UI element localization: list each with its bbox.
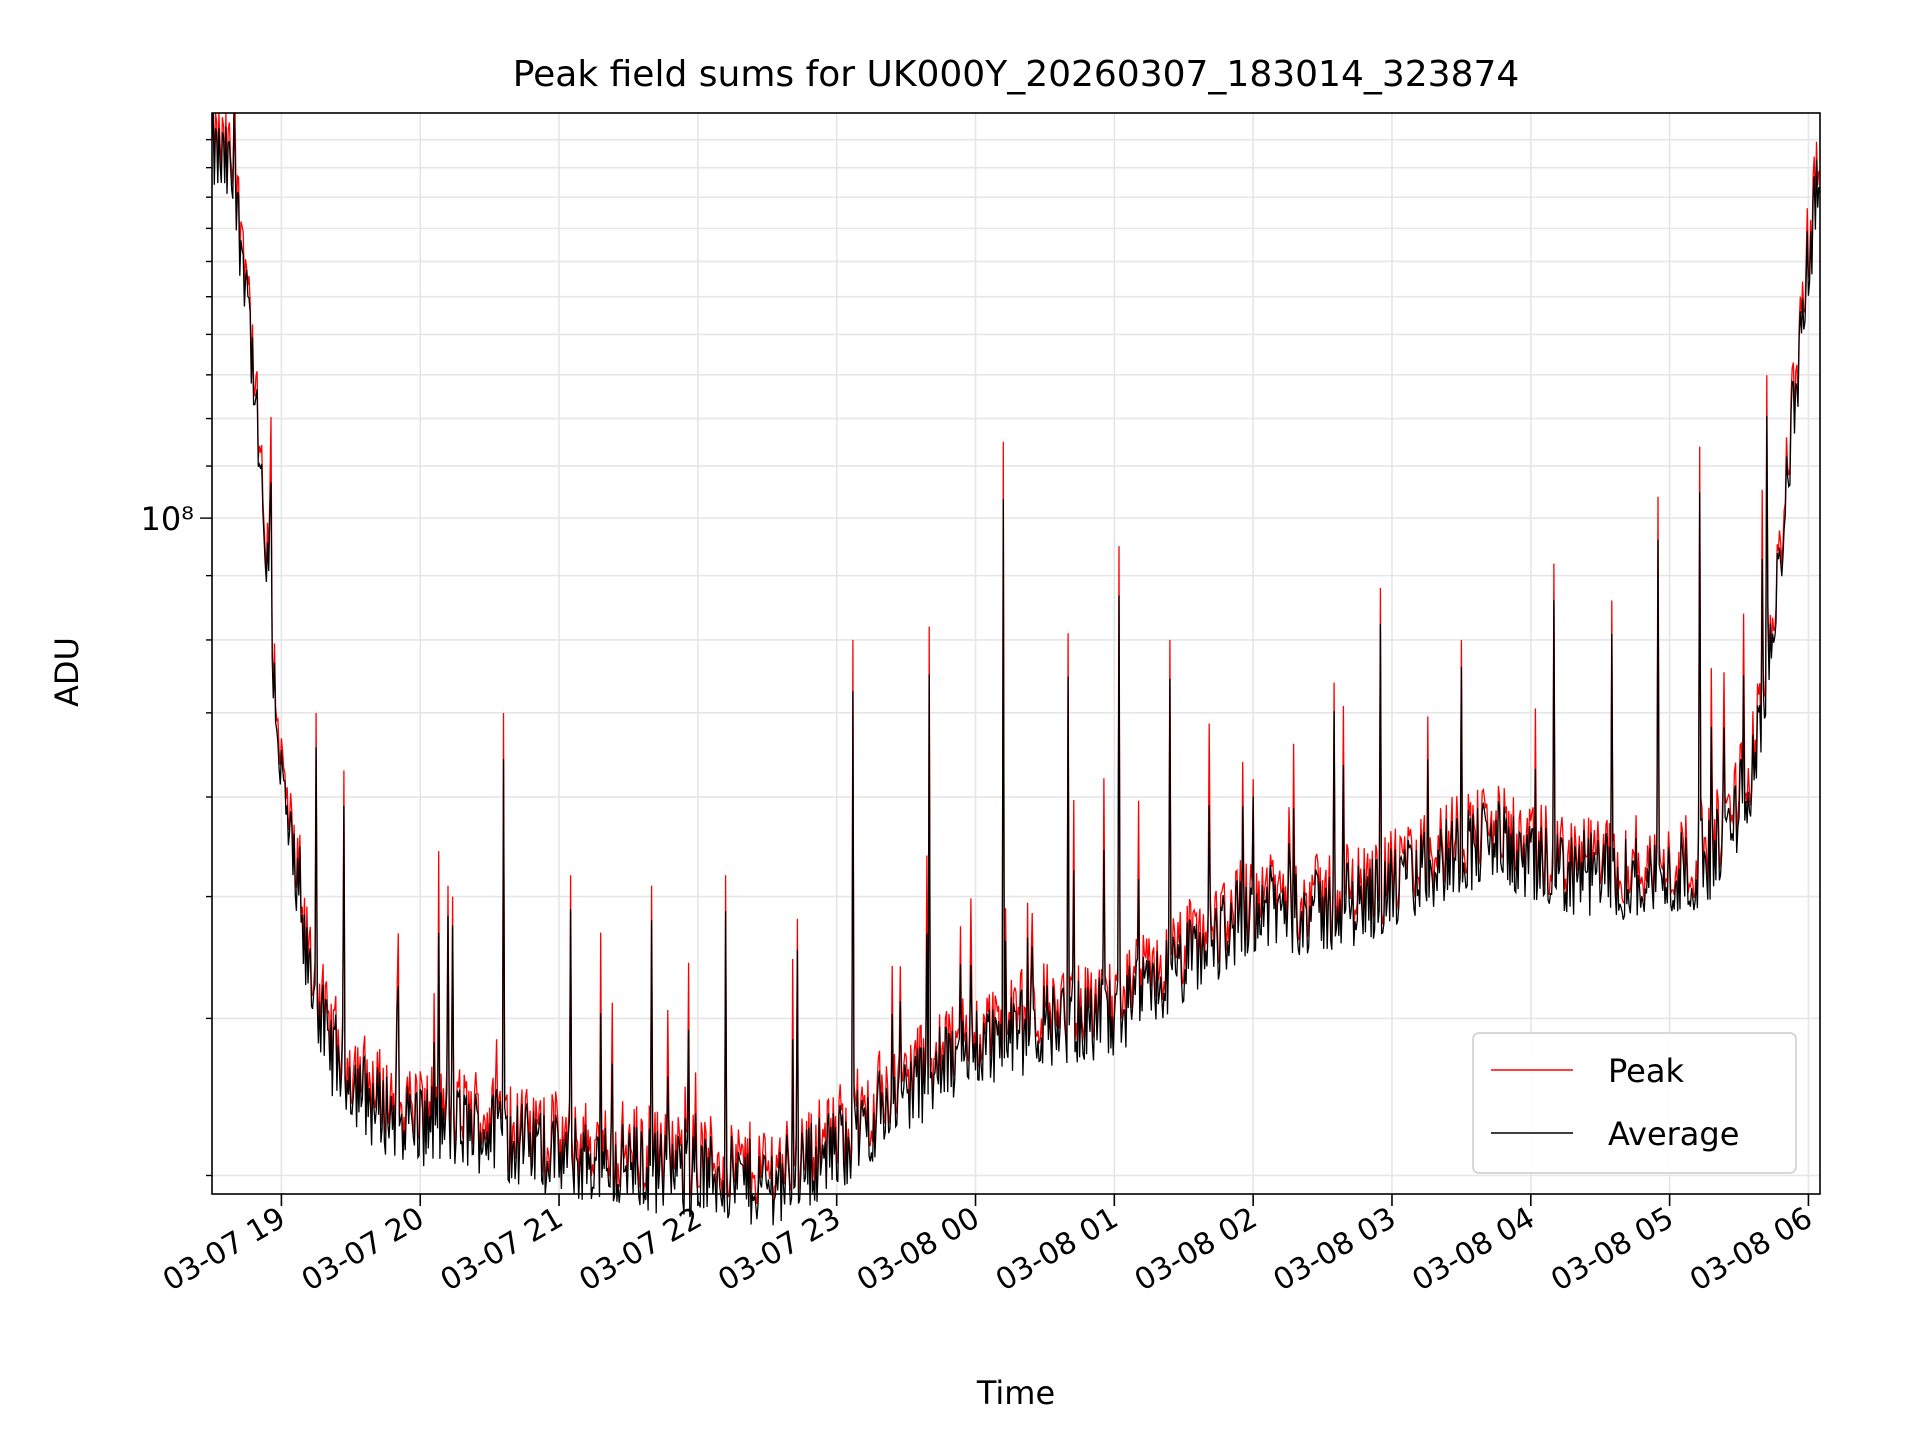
plot-frame [211,112,1821,1195]
y-axis-label: ADU [48,637,86,707]
legend-label-peak: Peak [1608,1052,1684,1090]
series-line-average [211,112,1821,1226]
x-axis-label: Time [976,1374,1055,1412]
legend-label-average: Average [1608,1115,1739,1153]
series-layer [211,112,1821,1226]
chart-title: Peak field sums for UK000Y_20260307_1830… [513,54,1520,95]
y-tick-label: 10⁸ [140,500,194,538]
grid [212,113,1820,1194]
legend: Peak Average [1472,1032,1797,1174]
legend-box [1472,1032,1797,1174]
